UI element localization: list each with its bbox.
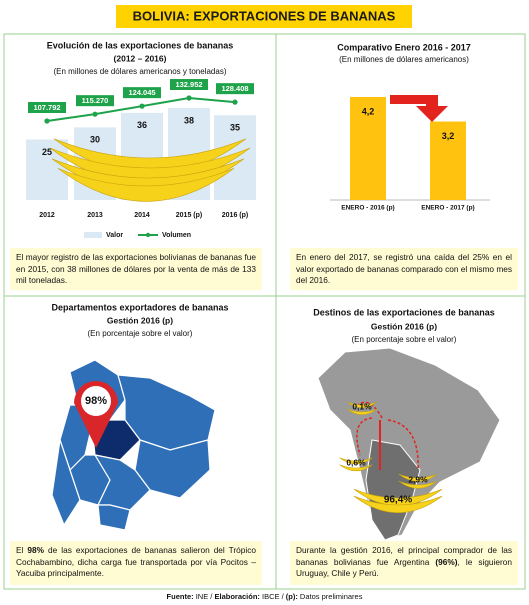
text-run: El mayor registro de las exportaciones b… [16, 252, 256, 285]
banana [353, 488, 443, 506]
text-run: INE / [193, 592, 215, 601]
value-label: 36 [137, 120, 147, 130]
text-run: (96%) [435, 556, 458, 567]
banana [57, 168, 235, 202]
banana-bunch [49, 138, 251, 202]
chart-title: Comparativo Enero 2016 - 2017 [337, 42, 471, 52]
department [51, 439, 81, 527]
legend-label: Valor [106, 232, 123, 239]
label-box [28, 102, 66, 113]
text-run: 98% [27, 545, 44, 555]
text-run: Datos preliminares [297, 592, 363, 601]
note: En enero del 2017, se registró una caída… [290, 248, 518, 290]
x-tick-label: 2014 [134, 212, 150, 219]
footer: Fuente: INE / Elaboración: IBCE / (p): D… [0, 592, 529, 601]
text-run: El [16, 545, 28, 555]
value-label: 25 [42, 147, 52, 157]
x-tick-label: 2012 [39, 212, 55, 219]
chart-units: (En millones de dólares americanos y ton… [54, 67, 227, 76]
text-run: IBCE / [259, 592, 286, 601]
chart-title: Departamentos exportadores de bananas [51, 302, 228, 312]
note: Durante la gestión 2016, el principal co… [290, 541, 518, 585]
value-label: 96,4% [384, 495, 412, 506]
value-label: 0,1% [352, 401, 372, 411]
value-label: 98% [85, 395, 107, 407]
chart-subtitle: (2012 – 2016) [114, 53, 167, 63]
x-tick-label: 2015 (p) [176, 212, 202, 219]
value-label: 35 [230, 123, 240, 133]
title-banner [116, 5, 412, 28]
text-run: (p): [285, 592, 298, 601]
page-title: BOLIVIA: EXPORTACIONES DE BANANAS [133, 8, 396, 23]
x-tick-label: ENERO - 2017 (p) [421, 205, 474, 212]
text-run: Durante la gestión 2016, el principal co… [296, 545, 512, 567]
value-label: 30 [90, 135, 100, 145]
chart-subtitle: Gestión 2016 (p) [107, 315, 173, 325]
bar [350, 97, 386, 200]
value-label: 2,9% [408, 474, 428, 484]
banana [346, 408, 378, 415]
volume-point [186, 95, 192, 101]
chart-subtitle: Gestión 2016 (p) [371, 321, 437, 331]
volume-point [44, 118, 50, 124]
value-label: 115.270 [82, 96, 109, 105]
department [97, 504, 131, 531]
text-run: Elaboración: [214, 592, 260, 601]
value-label: 3,2 [442, 131, 455, 141]
banana [346, 401, 378, 408]
legend-swatch [145, 232, 151, 238]
value-label: 0,6% [346, 457, 366, 467]
label-box [123, 87, 161, 99]
chart-title: Evolución de las exportaciones de banana… [47, 40, 234, 50]
value-label: 124.045 [128, 88, 155, 97]
trend-arrow [390, 95, 448, 122]
chart-units: (En porcentaje sobre el valor) [88, 329, 193, 338]
chart-units: (En porcentaje sobre el valor) [352, 335, 457, 344]
destination [339, 457, 373, 472]
value-label: 4,2 [362, 106, 375, 116]
x-tick-label: 2013 [87, 212, 103, 219]
x-tick-label: ENERO - 2016 (p) [341, 205, 394, 212]
banana [339, 457, 373, 465]
legend-label: Volumen [162, 232, 191, 239]
chart-title: Destinos de las exportaciones de bananas [313, 307, 495, 317]
chart-units: (En millones de dólares americanos) [339, 55, 469, 64]
pin-center [81, 386, 111, 416]
volume-point [139, 103, 145, 109]
value-label: 132.952 [175, 80, 202, 89]
destination [398, 473, 438, 489]
destination [353, 488, 443, 513]
text-run: Fuente: [166, 592, 194, 601]
banana [398, 480, 438, 489]
label-box [76, 95, 114, 107]
value-label: 128.408 [221, 84, 248, 93]
label-box [170, 79, 208, 90]
flow-arrow [356, 417, 373, 456]
value-label: 38 [184, 115, 194, 125]
bar [430, 121, 466, 200]
volume-point [92, 111, 98, 117]
label-box [216, 83, 254, 95]
legend-swatch [84, 232, 102, 238]
banana [353, 495, 443, 513]
note: El 98% de las exportaciones de bananas s… [10, 541, 262, 585]
value-label: 107.792 [33, 103, 60, 112]
note: El mayor registro de las exportaciones b… [10, 248, 262, 290]
text-run: En enero del 2017, se registró una caída… [296, 252, 512, 285]
banana [339, 464, 373, 472]
text-run: de las exportaciones de bananas salieron… [16, 545, 256, 578]
frame [3, 33, 526, 590]
destination [346, 401, 378, 415]
x-tick-label: 2016 (p) [222, 212, 248, 219]
text-run: , le siguieron Uruguay, Chile y Perú. [296, 556, 512, 579]
banana [398, 473, 438, 482]
flow-arrow [387, 419, 419, 471]
volume-point [232, 99, 238, 105]
